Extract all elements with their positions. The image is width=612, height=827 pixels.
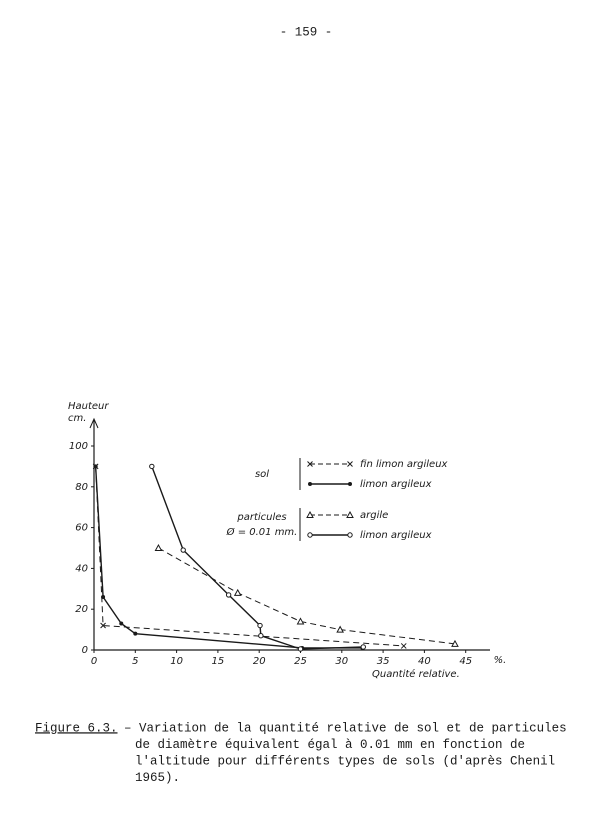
x-axis-label: Quantité relative. xyxy=(372,668,460,680)
caption-line: – Variation de la quantité relative de s… xyxy=(124,721,567,735)
x-tick-label: 40 xyxy=(418,656,431,667)
legend-label: argile xyxy=(360,510,388,521)
y-tick-label: 100 xyxy=(69,441,88,452)
caption-line: l'altitude pour différents types de sols… xyxy=(135,754,555,768)
series-line xyxy=(95,466,404,647)
legend-label: limon argileux xyxy=(360,479,432,490)
series-line xyxy=(151,466,364,650)
marker xyxy=(348,482,352,486)
marker xyxy=(307,532,313,538)
caption-label: Figure 6.3. xyxy=(35,721,118,735)
marker xyxy=(347,461,353,467)
marker xyxy=(154,543,163,551)
marker xyxy=(346,510,354,518)
marker xyxy=(297,646,304,652)
marker xyxy=(233,588,242,596)
legend-group-label: particules xyxy=(236,512,286,523)
caption-line: de diamètre équivalent égal à 0.01 mm en… xyxy=(135,738,525,752)
x-tick-label: 10 xyxy=(170,656,183,667)
marker xyxy=(400,643,407,649)
series-line xyxy=(158,547,456,645)
page-number: - 159 - xyxy=(280,25,333,39)
x-tick-label: 5 xyxy=(132,656,138,667)
x-tick-label: 35 xyxy=(377,656,390,667)
y-tick-label: 60 xyxy=(75,523,88,534)
marker xyxy=(149,463,155,470)
x-tick-label: 25 xyxy=(294,656,307,667)
marker xyxy=(101,594,106,599)
marker xyxy=(308,482,312,486)
marker xyxy=(119,621,124,626)
marker xyxy=(257,622,263,629)
y-tick-label: 20 xyxy=(75,604,88,615)
x-tick-label: 15 xyxy=(212,656,225,667)
series-line xyxy=(94,466,363,649)
legend-label: fin limon argileux xyxy=(360,459,448,470)
x-tick-label: 45 xyxy=(459,656,472,667)
y-tick-label: 0 xyxy=(82,645,88,656)
legend-label: limon argileux xyxy=(360,530,432,541)
x-tick-label: 0 xyxy=(91,656,97,667)
marker xyxy=(306,510,314,518)
caption-line: 1965). xyxy=(135,771,180,785)
y-axis-arrow xyxy=(89,417,99,429)
marker xyxy=(360,644,366,650)
x-unit: %. xyxy=(494,655,507,666)
marker xyxy=(100,622,106,629)
marker xyxy=(296,617,305,625)
y-axis-label: Hauteur xyxy=(68,401,109,412)
marker xyxy=(347,532,353,538)
x-tick-label: 20 xyxy=(253,656,266,667)
legend-group-label: Ø = 0.01 mm. xyxy=(226,526,298,538)
marker xyxy=(451,639,459,647)
marker xyxy=(225,592,232,598)
y-tick-label: 40 xyxy=(75,563,88,574)
marker xyxy=(93,464,98,469)
marker xyxy=(307,461,313,467)
marker xyxy=(133,631,138,636)
y-tick-label: 80 xyxy=(75,482,88,493)
legend-group-label: sol xyxy=(255,469,269,480)
x-tick-label: 30 xyxy=(335,656,348,667)
marker xyxy=(336,625,344,633)
marker xyxy=(258,633,264,639)
marker xyxy=(180,547,186,553)
y-axis-label: cm. xyxy=(68,413,86,424)
